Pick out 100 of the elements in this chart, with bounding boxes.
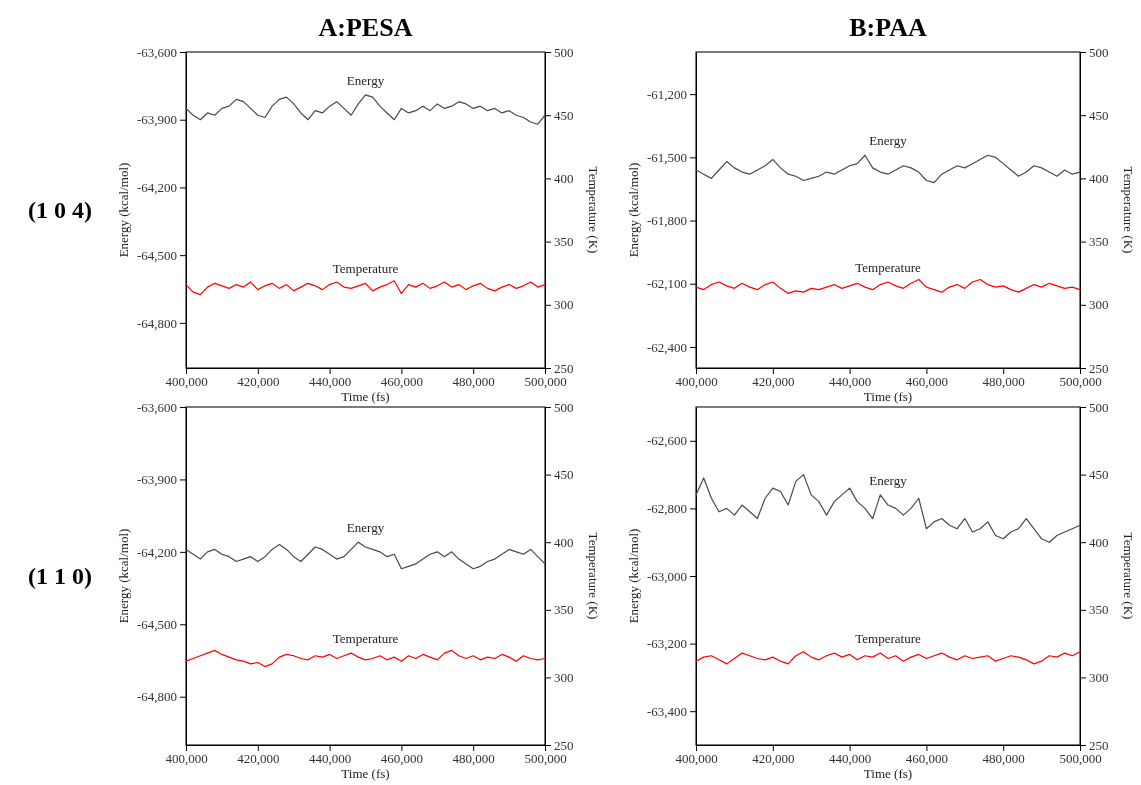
x-tick-label: 500,000 bbox=[524, 751, 567, 767]
x-tick-label: 500,000 bbox=[1059, 751, 1102, 767]
x-tick-label: 420,000 bbox=[752, 751, 795, 767]
y-tick-label: -63,600 bbox=[136, 399, 177, 415]
y-axis-title: Energy (kcal/mol) bbox=[116, 162, 131, 258]
y-tick-label: -61,800 bbox=[646, 213, 687, 229]
x-axis-title: Time (fs) bbox=[863, 389, 913, 404]
chart-title: B:PAA bbox=[849, 13, 927, 42]
x-tick-label: 440,000 bbox=[308, 751, 352, 767]
line-series bbox=[185, 541, 546, 570]
y-tick-label: -63,900 bbox=[136, 472, 177, 488]
y2-tick-label: 300 bbox=[1089, 297, 1109, 313]
x-axis-title: Time (fs) bbox=[341, 389, 390, 404]
line-series bbox=[695, 154, 1081, 184]
series-label: Temperature bbox=[332, 261, 399, 277]
x-tick-label: 500,000 bbox=[524, 374, 567, 390]
text: (1 0 4) bbox=[28, 197, 92, 223]
y-tick-label: -61,200 bbox=[646, 86, 687, 102]
series-label: Temperature bbox=[855, 260, 921, 276]
y2-tick-label: 350 bbox=[1089, 234, 1109, 250]
x-tick-label: 400,000 bbox=[675, 374, 718, 390]
series-label: Temperature bbox=[855, 631, 921, 647]
y2-tick-label: 350 bbox=[554, 602, 574, 618]
y-tick-label: -64,500 bbox=[136, 616, 177, 632]
line-series bbox=[185, 280, 546, 296]
chart-title: A:PESA bbox=[318, 13, 413, 42]
y-tick-label: -63,200 bbox=[646, 636, 687, 652]
y-axis-title: Energy (kcal/mol) bbox=[116, 528, 131, 624]
x-tick-label: 480,000 bbox=[452, 374, 495, 390]
text: (1 1 0) bbox=[28, 563, 92, 589]
y2-tick-label: 450 bbox=[1089, 467, 1109, 483]
y2-tick-label: 450 bbox=[554, 467, 574, 483]
x-tick-label: 480,000 bbox=[452, 751, 495, 767]
y-tick-label: -64,500 bbox=[136, 247, 177, 263]
x-tick-label: 460,000 bbox=[905, 374, 949, 390]
x-tick-label: 460,000 bbox=[380, 374, 424, 390]
x-tick-label: 400,000 bbox=[165, 374, 208, 390]
x-tick-label: 460,000 bbox=[380, 751, 424, 767]
x-tick-label: 420,000 bbox=[752, 374, 795, 390]
y2-axis-title: Temperature (K) bbox=[1121, 166, 1136, 254]
y2-axis-title: Temperature (K) bbox=[586, 532, 601, 620]
y2-tick-label: 400 bbox=[554, 171, 574, 187]
y-tick-label: -61,500 bbox=[646, 149, 687, 165]
y2-tick-label: 300 bbox=[554, 670, 574, 686]
y2-tick-label: 450 bbox=[554, 107, 574, 123]
x-tick-label: 440,000 bbox=[308, 374, 352, 390]
y-axis-title: Energy (kcal/mol) bbox=[626, 528, 641, 624]
y-tick-label: -64,200 bbox=[136, 544, 177, 560]
x-tick-label: 440,000 bbox=[828, 751, 872, 767]
line-series bbox=[695, 651, 1081, 665]
y-tick-label: -64,200 bbox=[136, 180, 177, 196]
x-tick-label: 440,000 bbox=[828, 374, 872, 390]
x-tick-label: 420,000 bbox=[237, 751, 280, 767]
y-tick-label: -64,800 bbox=[136, 689, 177, 705]
y2-tick-label: 350 bbox=[554, 234, 574, 250]
x-tick-label: 480,000 bbox=[982, 751, 1025, 767]
y2-tick-label: 400 bbox=[1089, 534, 1109, 550]
y2-tick-label: 250 bbox=[1089, 737, 1109, 753]
y2-tick-label: 500 bbox=[554, 44, 574, 60]
y2-tick-label: 300 bbox=[1089, 670, 1109, 686]
y2-tick-label: 250 bbox=[554, 737, 574, 753]
x-tick-label: 500,000 bbox=[1059, 374, 1102, 390]
y2-tick-label: 250 bbox=[554, 360, 574, 376]
y2-axis-title: Temperature (K) bbox=[1121, 532, 1136, 620]
y2-tick-label: 500 bbox=[554, 399, 574, 415]
y2-tick-label: 350 bbox=[1089, 602, 1109, 618]
line-series bbox=[185, 649, 546, 668]
y2-tick-label: 250 bbox=[1089, 360, 1109, 376]
y-tick-label: -62,600 bbox=[646, 433, 687, 449]
y-tick-label: -62,400 bbox=[646, 339, 687, 355]
y2-tick-label: 400 bbox=[554, 534, 574, 550]
series-label: Energy bbox=[346, 520, 385, 536]
x-tick-label: 480,000 bbox=[982, 374, 1025, 390]
y2-axis-title: Temperature (K) bbox=[586, 166, 601, 254]
series-label: Temperature bbox=[332, 631, 399, 647]
series-label: Energy bbox=[869, 472, 908, 488]
x-tick-label: 420,000 bbox=[237, 374, 280, 390]
y2-tick-label: 400 bbox=[1089, 171, 1109, 187]
y-tick-label: -63,000 bbox=[646, 568, 687, 584]
y-tick-label: -63,400 bbox=[646, 703, 687, 719]
line-series bbox=[695, 278, 1081, 295]
x-axis-title: Time (fs) bbox=[863, 766, 913, 781]
series-label: Energy bbox=[346, 72, 385, 88]
y-tick-label: -62,800 bbox=[646, 501, 687, 517]
x-axis-title: Time (fs) bbox=[341, 766, 390, 781]
y2-tick-label: 500 bbox=[1089, 44, 1109, 60]
y-axis-title: Energy (kcal/mol) bbox=[626, 162, 641, 258]
line-series bbox=[185, 94, 546, 125]
line-series bbox=[695, 474, 1081, 543]
y2-tick-label: 450 bbox=[1089, 107, 1109, 123]
x-tick-label: 460,000 bbox=[905, 751, 949, 767]
y-tick-label: -62,100 bbox=[646, 276, 687, 292]
y2-tick-label: 500 bbox=[1089, 399, 1109, 415]
y2-tick-label: 300 bbox=[554, 297, 574, 313]
x-tick-label: 400,000 bbox=[675, 751, 718, 767]
y-tick-label: -64,800 bbox=[136, 315, 177, 331]
y-tick-label: -63,600 bbox=[136, 44, 177, 60]
y-tick-label: -63,900 bbox=[136, 112, 177, 128]
x-tick-label: 400,000 bbox=[165, 751, 208, 767]
series-label: Energy bbox=[869, 133, 908, 149]
